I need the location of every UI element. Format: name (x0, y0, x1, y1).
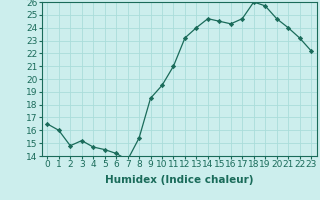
X-axis label: Humidex (Indice chaleur): Humidex (Indice chaleur) (105, 175, 253, 185)
